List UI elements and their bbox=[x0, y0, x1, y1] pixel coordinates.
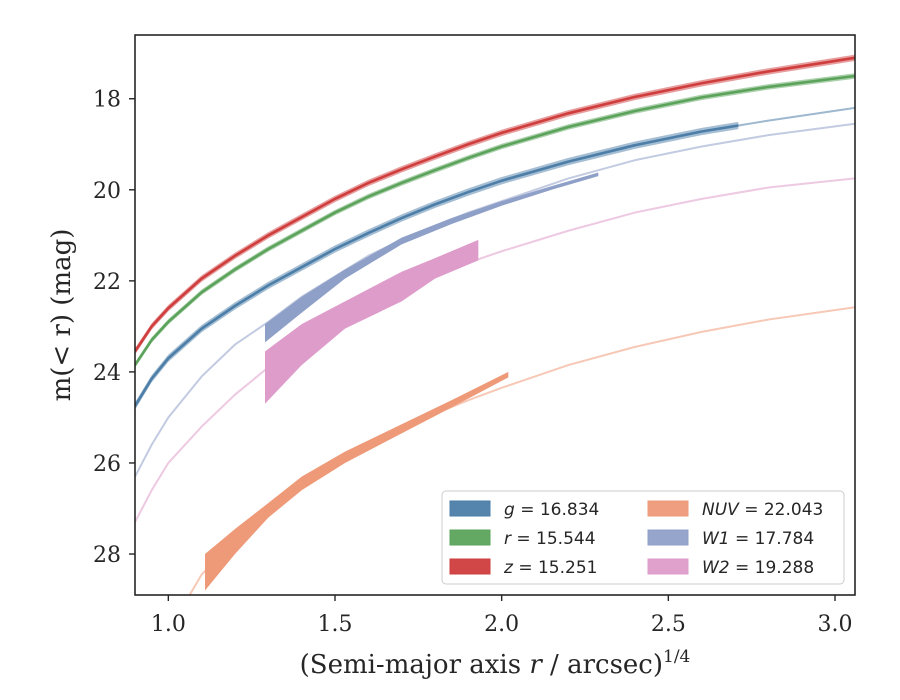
x-tick-label: 1.5 bbox=[318, 612, 353, 637]
series-w2-uncertainty-band bbox=[265, 239, 479, 404]
legend-label: z = 15.251 bbox=[503, 558, 597, 578]
x-axis-label-exponent: 1/4 bbox=[663, 647, 690, 667]
legend-label: r = 15.544 bbox=[504, 529, 596, 549]
legend-item-z: z = 15.251 bbox=[449, 558, 597, 578]
y-tick-label: 18 bbox=[93, 88, 121, 113]
series-g bbox=[135, 106, 855, 410]
legend: g = 16.834 r = 15.544 z = 15.251 NUV = 22.0… bbox=[441, 490, 845, 585]
x-tick-label: 3.0 bbox=[818, 612, 853, 637]
series-r-measured-line bbox=[135, 74, 855, 366]
x-tick-label: 2.0 bbox=[484, 612, 519, 637]
series-g-measured-line bbox=[135, 124, 739, 407]
legend-swatch bbox=[647, 529, 689, 546]
legend-item-nuv: NUV = 22.043 bbox=[647, 500, 823, 520]
x-axis: 1.0 1.5 2.0 2.5 3.0 bbox=[151, 595, 853, 637]
series-g-model-line bbox=[135, 106, 855, 407]
series-nuv bbox=[188, 306, 855, 595]
legend-swatch bbox=[449, 558, 491, 575]
legend-label: W1 = 17.784 bbox=[702, 529, 814, 549]
legend-item-w1: W1 = 17.784 bbox=[647, 529, 814, 549]
series-w1 bbox=[135, 122, 855, 478]
y-tick-label: 28 bbox=[93, 543, 121, 568]
series-r bbox=[135, 73, 855, 368]
y-tick-label: 24 bbox=[93, 361, 121, 386]
legend-item-w2: W2 = 19.288 bbox=[647, 558, 814, 578]
y-tick-label: 22 bbox=[93, 270, 121, 295]
legend-swatch bbox=[449, 529, 491, 546]
y-axis-label: m(< r) (mag) bbox=[47, 229, 77, 402]
legend-label: W2 = 19.288 bbox=[702, 558, 814, 578]
series-w2-model-line bbox=[135, 177, 855, 523]
legend-swatch bbox=[647, 558, 689, 575]
x-tick-label: 2.5 bbox=[651, 612, 686, 637]
series-z bbox=[135, 54, 855, 355]
x-axis-label-text: (Semi-major axis r / arcsec) bbox=[300, 650, 663, 680]
legend-item-r: r = 15.544 bbox=[449, 529, 596, 549]
series-w2 bbox=[135, 177, 855, 523]
legend-item-g: g = 16.834 bbox=[449, 500, 599, 520]
legend-swatch bbox=[449, 500, 491, 517]
plot-frame bbox=[134, 34, 856, 596]
x-tick-label: 1.0 bbox=[151, 612, 186, 637]
legend-label: g = 16.834 bbox=[504, 500, 599, 520]
series-z-measured-line bbox=[135, 56, 855, 353]
legend-swatch bbox=[647, 500, 689, 517]
y-axis: 18 20 22 24 26 28 bbox=[93, 88, 135, 568]
legend-box bbox=[441, 490, 845, 585]
series-layer bbox=[135, 54, 855, 595]
y-tick-label: 20 bbox=[93, 179, 121, 204]
legend-label: NUV = 22.043 bbox=[702, 500, 823, 520]
y-tick-label: 26 bbox=[93, 452, 121, 477]
x-axis-label: (Semi-major axis r / arcsec)1/4 bbox=[300, 647, 691, 680]
